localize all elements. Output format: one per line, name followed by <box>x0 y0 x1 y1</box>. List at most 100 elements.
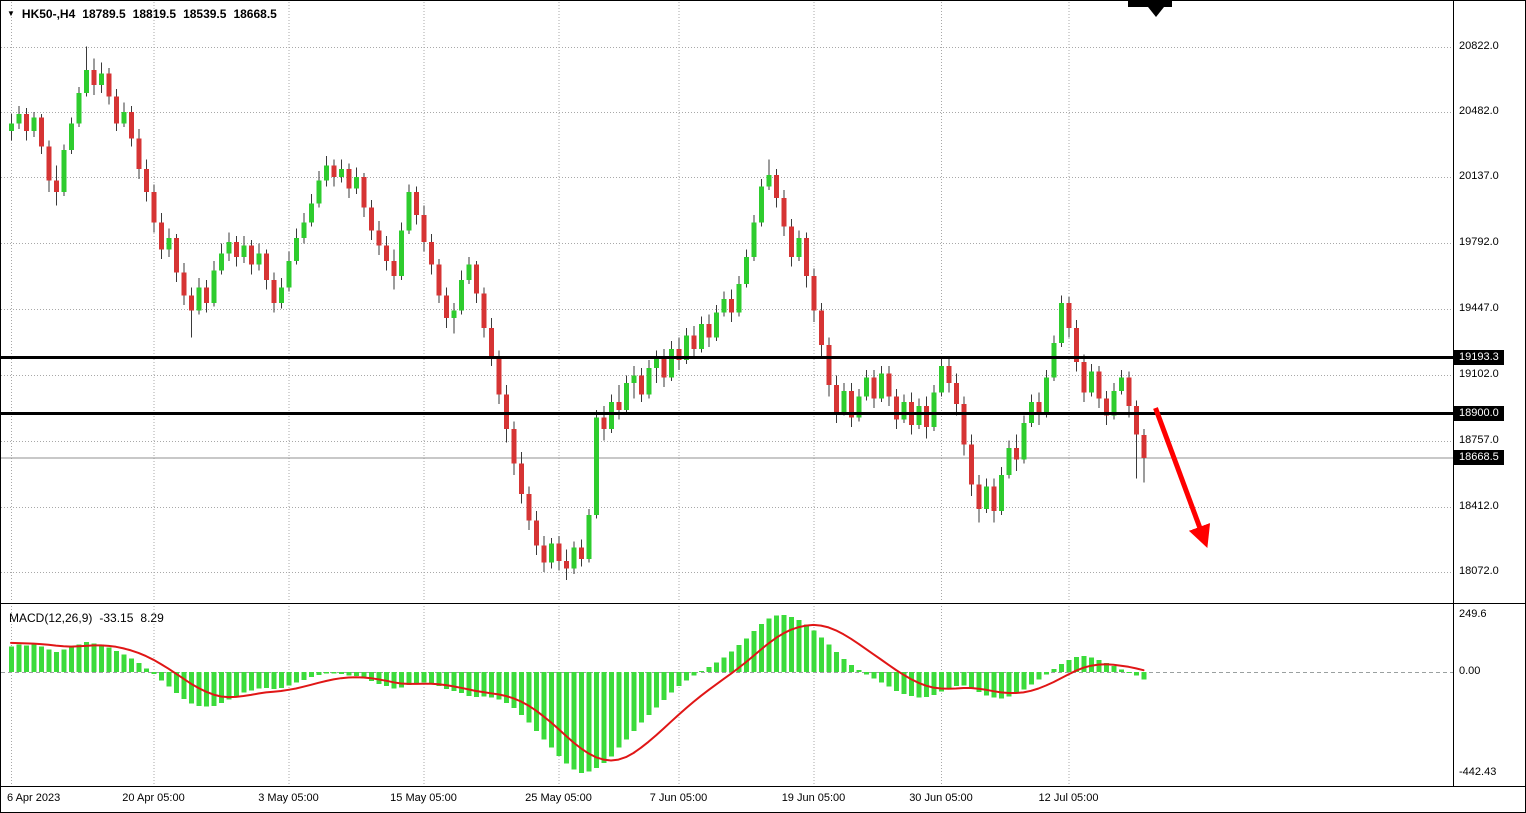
macd-histogram-bar <box>624 672 629 740</box>
candle-body-bull <box>211 270 217 303</box>
candle-body-bull <box>406 192 412 231</box>
macd-histogram <box>9 615 1147 773</box>
macd-histogram-bar <box>504 672 509 703</box>
candle-body-bull <box>1006 448 1012 475</box>
candle-body-bear <box>391 260 397 277</box>
macd-histogram-bar <box>571 672 577 770</box>
candle-body-bear <box>886 373 892 397</box>
macd-histogram-bar <box>316 672 322 675</box>
candle-body-bear <box>661 358 667 378</box>
macd-histogram-bar <box>879 672 884 683</box>
candle-body-bear <box>361 176 367 208</box>
macd-histogram-bar <box>721 657 727 673</box>
candle-body-bear <box>774 174 779 198</box>
macd-histogram-bar <box>151 672 157 674</box>
candle-body-bull <box>1059 302 1064 344</box>
macd-histogram-bar <box>991 672 997 698</box>
candle-body-bull <box>279 287 284 303</box>
candle-body-bear <box>24 113 29 132</box>
macd-histogram-bar <box>886 672 892 687</box>
time-axis-label: 12 Jul 05:00 <box>1038 792 1099 804</box>
macd-histogram-bar <box>324 672 329 674</box>
candle-body-bear <box>781 197 787 227</box>
macd-histogram-bar <box>249 672 254 691</box>
candle-body-bull <box>99 73 104 86</box>
macd-axis[interactable]: 249.6 0.00 -442.43 <box>1454 606 1525 786</box>
candle-body-bear <box>1081 362 1087 393</box>
time-axis[interactable]: 6 Apr 2023 20 Apr 05:00 3 May 05:00 15 May … <box>1 787 1525 812</box>
macd-histogram-bar <box>39 646 44 673</box>
macd-histogram-bar <box>309 672 314 678</box>
candle-body-bear <box>331 165 337 177</box>
macd-histogram-bar <box>301 672 307 680</box>
candle-body-bear <box>429 241 434 265</box>
macd-histogram-bar <box>744 638 749 673</box>
macd-grid-layer <box>11 606 1070 786</box>
candle-body-bear <box>129 111 134 139</box>
candle-body-bear <box>834 385 839 412</box>
candle-body-bear <box>706 323 712 338</box>
candle-body-bull <box>226 241 232 254</box>
trend-arrow[interactable] <box>1153 407 1211 548</box>
candle-body-bear <box>91 69 97 86</box>
macd-histogram-bar <box>856 669 862 673</box>
chart-shift-marker-icon[interactable] <box>1148 7 1164 17</box>
candle-body-bear <box>1126 377 1132 407</box>
macd-histogram-bar <box>99 644 104 673</box>
macd-histogram-bar <box>1014 672 1019 694</box>
candle-body-bull <box>219 253 224 271</box>
candle-body-bear <box>526 493 532 521</box>
candle-body-bear <box>504 394 509 429</box>
candle-body-bull <box>459 280 464 311</box>
symbol-dropdown-icon[interactable]: ▼ <box>7 9 15 18</box>
candle-body-bull <box>766 174 772 187</box>
candle-body-bear <box>204 287 209 303</box>
macd-histogram-bar <box>271 672 277 689</box>
candle-body-bear <box>639 375 644 395</box>
candle-body-bull <box>984 486 989 510</box>
price-chart-canvas[interactable] <box>1 1 1453 602</box>
candle-body-bull <box>624 383 629 410</box>
macd-histogram-bar <box>1036 672 1042 680</box>
macd-histogram-bar <box>871 672 877 679</box>
candle-body-bear <box>144 169 149 193</box>
candle-body-bull <box>901 402 907 420</box>
candle-body-bull <box>1021 423 1027 460</box>
candle-body-bear <box>961 404 967 445</box>
macd-histogram-bar <box>384 672 389 687</box>
candle-body-bull <box>841 390 847 412</box>
candle-body-bear <box>106 73 112 97</box>
candles-layer <box>9 46 1147 580</box>
macd-histogram-bar <box>519 672 524 715</box>
candle-body-bear <box>1141 434 1147 458</box>
macd-histogram-bar <box>241 672 247 693</box>
panel-separator[interactable] <box>1 603 1525 604</box>
macd-histogram-bar <box>984 672 989 696</box>
candle-body-bear <box>249 245 254 265</box>
macd-histogram-bar <box>931 672 937 695</box>
price-axis-label: 18412.0 <box>1459 499 1499 512</box>
candle-body-bear <box>369 207 374 231</box>
macd-histogram-bar <box>106 647 112 673</box>
candle-body-bear <box>489 327 494 357</box>
candle-body-bull <box>1111 390 1117 416</box>
macd-histogram-bar <box>496 672 502 700</box>
candle-body-bull <box>69 123 74 151</box>
macd-histogram-bar <box>631 672 637 731</box>
candle-body-bull <box>751 222 757 258</box>
candle-body-bull <box>256 253 262 265</box>
macd-histogram-bar <box>609 672 614 757</box>
time-axis-label: 3 May 05:00 <box>258 792 319 804</box>
macd-histogram-bar <box>129 658 134 673</box>
candle-body-bear <box>991 486 997 512</box>
candle-body-bull <box>646 367 652 395</box>
macd-indicator-label: MACD(12,26,9) -33.15 8.29 <box>9 611 164 625</box>
price-axis[interactable]: 20822.0 20482.0 20137.0 19792.0 19447.0 19102… <box>1454 1 1525 786</box>
macd-histogram-bar <box>826 644 832 673</box>
time-axis-label: 15 May 05:00 <box>390 792 457 804</box>
macd-histogram-bar <box>841 658 847 673</box>
macd-canvas[interactable] <box>1 606 1453 786</box>
macd-histogram-bar <box>346 672 352 676</box>
axis-vertical-line <box>1453 1 1454 786</box>
